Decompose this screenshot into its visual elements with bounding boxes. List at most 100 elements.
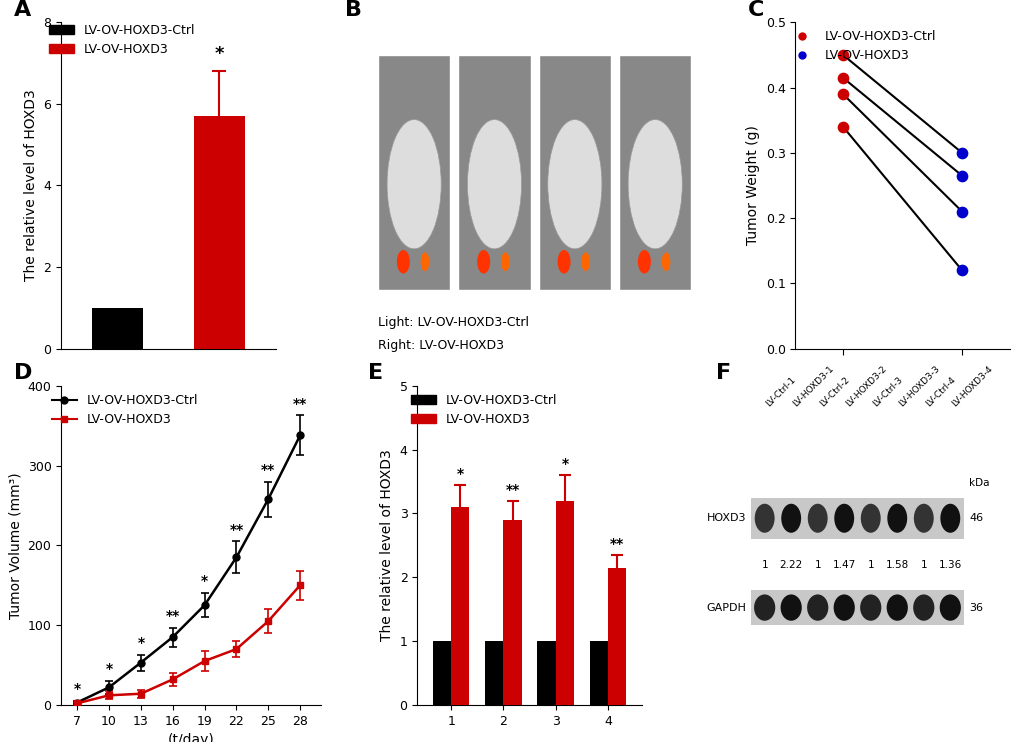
Text: HOXD3: HOXD3 xyxy=(706,513,745,523)
Text: D: D xyxy=(14,364,33,384)
Text: **: ** xyxy=(609,537,624,551)
Text: **: ** xyxy=(505,483,520,497)
Text: *: * xyxy=(560,457,568,471)
Legend: LV-OV-HOXD3-Ctrl, LV-OV-HOXD3: LV-OV-HOXD3-Ctrl, LV-OV-HOXD3 xyxy=(406,389,561,431)
Text: 46: 46 xyxy=(968,513,982,523)
Ellipse shape xyxy=(547,119,601,249)
X-axis label: (t/day): (t/day) xyxy=(168,733,214,742)
Point xyxy=(834,121,850,133)
Legend: LV-OV-HOXD3-Ctrl, LV-OV-HOXD3: LV-OV-HOXD3-Ctrl, LV-OV-HOXD3 xyxy=(47,389,203,431)
Bar xyxy=(589,641,607,705)
Point xyxy=(834,49,850,61)
Text: LV-HOXD3-1: LV-HOXD3-1 xyxy=(791,364,835,408)
Text: LV-Ctrl-3: LV-Ctrl-3 xyxy=(870,375,903,408)
Text: Light: LV-OV-HOXD3-Ctrl: Light: LV-OV-HOXD3-Ctrl xyxy=(378,316,529,329)
Ellipse shape xyxy=(467,119,521,249)
Ellipse shape xyxy=(886,594,907,621)
FancyBboxPatch shape xyxy=(538,55,610,290)
Text: 2.22: 2.22 xyxy=(779,559,802,570)
Ellipse shape xyxy=(940,504,959,533)
Bar xyxy=(485,641,503,705)
Ellipse shape xyxy=(780,594,801,621)
Text: 1: 1 xyxy=(866,559,873,570)
Text: LV-HOXD3-2: LV-HOXD3-2 xyxy=(844,364,888,408)
Ellipse shape xyxy=(420,252,429,271)
Point xyxy=(953,264,969,276)
Text: *: * xyxy=(201,574,208,588)
Bar xyxy=(555,501,574,705)
Text: 36: 36 xyxy=(968,603,982,613)
Text: 1: 1 xyxy=(919,559,926,570)
Ellipse shape xyxy=(860,504,879,533)
Y-axis label: The relative level of HOXD3: The relative level of HOXD3 xyxy=(380,450,393,641)
Text: C: C xyxy=(748,0,764,20)
Point xyxy=(953,147,969,159)
Text: B: B xyxy=(345,0,362,20)
FancyBboxPatch shape xyxy=(458,55,530,290)
Ellipse shape xyxy=(834,504,853,533)
Bar xyxy=(92,308,143,349)
Text: kDa: kDa xyxy=(968,478,988,488)
Ellipse shape xyxy=(628,119,682,249)
Text: GAPDH: GAPDH xyxy=(705,603,745,613)
Text: **: ** xyxy=(165,608,179,623)
Bar xyxy=(194,116,245,349)
Bar xyxy=(503,520,522,705)
Text: LV-HOXD3-4: LV-HOXD3-4 xyxy=(950,364,994,408)
Point xyxy=(953,170,969,182)
Text: *: * xyxy=(215,45,224,63)
Ellipse shape xyxy=(912,594,933,621)
Bar xyxy=(450,507,469,705)
Text: 1.58: 1.58 xyxy=(884,559,908,570)
Text: F: F xyxy=(715,364,731,384)
Text: 1: 1 xyxy=(813,559,820,570)
Text: 1.47: 1.47 xyxy=(832,559,855,570)
Bar xyxy=(537,641,555,705)
Text: *: * xyxy=(457,467,464,481)
Legend: LV-OV-HOXD3-Ctrl, LV-OV-HOXD3: LV-OV-HOXD3-Ctrl, LV-OV-HOXD3 xyxy=(44,19,201,62)
Ellipse shape xyxy=(661,252,669,271)
FancyBboxPatch shape xyxy=(378,55,449,290)
Ellipse shape xyxy=(477,250,490,274)
Text: A: A xyxy=(14,0,32,20)
Text: Right: LV-OV-HOXD3: Right: LV-OV-HOXD3 xyxy=(378,339,503,352)
Point xyxy=(834,88,850,100)
Ellipse shape xyxy=(637,250,650,274)
Ellipse shape xyxy=(754,504,773,533)
Ellipse shape xyxy=(806,594,827,621)
FancyBboxPatch shape xyxy=(751,498,963,539)
Ellipse shape xyxy=(557,250,570,274)
Text: *: * xyxy=(105,662,112,676)
FancyBboxPatch shape xyxy=(751,590,963,625)
Ellipse shape xyxy=(500,252,510,271)
Y-axis label: Tumor Volume (mm³): Tumor Volume (mm³) xyxy=(8,472,22,619)
Text: LV-Ctrl-1: LV-Ctrl-1 xyxy=(764,375,797,408)
Point xyxy=(953,206,969,217)
Ellipse shape xyxy=(887,504,906,533)
Text: *: * xyxy=(73,682,81,696)
Text: LV-Ctrl-4: LV-Ctrl-4 xyxy=(923,375,956,408)
Text: 1: 1 xyxy=(760,559,767,570)
Point xyxy=(834,72,850,84)
Ellipse shape xyxy=(859,594,880,621)
Bar xyxy=(607,568,626,705)
Bar xyxy=(432,641,450,705)
Y-axis label: Tumor Weight (g): Tumor Weight (g) xyxy=(745,125,759,246)
Text: E: E xyxy=(368,364,382,384)
Ellipse shape xyxy=(913,504,932,533)
Ellipse shape xyxy=(938,594,960,621)
Y-axis label: The relative level of HOXD3: The relative level of HOXD3 xyxy=(23,90,38,281)
Text: **: ** xyxy=(229,522,244,536)
Ellipse shape xyxy=(833,594,854,621)
Text: **: ** xyxy=(292,396,307,410)
Ellipse shape xyxy=(387,119,441,249)
Ellipse shape xyxy=(753,594,774,621)
Text: LV-HOXD3-3: LV-HOXD3-3 xyxy=(897,364,941,408)
Ellipse shape xyxy=(807,504,826,533)
Text: LV-Ctrl-2: LV-Ctrl-2 xyxy=(817,375,850,408)
Text: 1.36: 1.36 xyxy=(937,559,961,570)
Ellipse shape xyxy=(781,504,800,533)
Text: **: ** xyxy=(261,463,275,477)
FancyBboxPatch shape xyxy=(619,55,691,290)
Legend: LV-OV-HOXD3-Ctrl, LV-OV-HOXD3: LV-OV-HOXD3-Ctrl, LV-OV-HOXD3 xyxy=(784,25,941,68)
